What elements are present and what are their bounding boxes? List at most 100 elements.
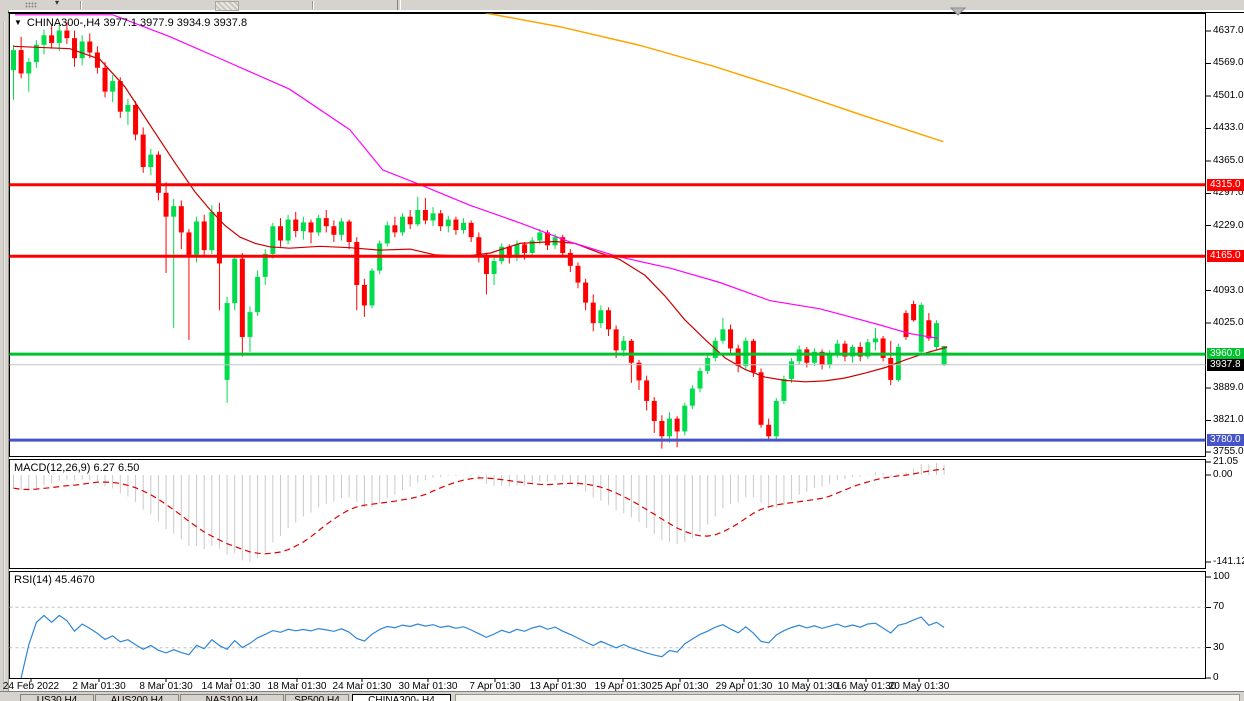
rsi-axis-label: 30 xyxy=(1213,641,1225,653)
candle-body xyxy=(895,346,901,380)
chart-tab-US30,H4[interactable]: US30,H4 xyxy=(20,694,94,701)
candle-body xyxy=(232,258,238,304)
candle-body xyxy=(667,418,673,437)
candle-body xyxy=(117,81,123,112)
rsi-panel[interactable] xyxy=(9,571,1206,679)
window-divider xyxy=(397,0,401,10)
date-label: 14 Mar 01:30 xyxy=(201,681,261,692)
chart-tab-AUS200,H4[interactable]: AUS200,H4 xyxy=(95,694,179,701)
quote-ohlc-label: 3977.1 3977.9 3934.9 3937.8 xyxy=(103,17,248,29)
price-tick-label: 4229.0 xyxy=(1213,219,1244,231)
candle-body xyxy=(651,400,657,421)
dropdown-arrow-icon[interactable]: ▾ xyxy=(55,0,60,7)
candle-body xyxy=(903,313,909,337)
candle-body xyxy=(125,104,131,112)
macd-indicator-label: MACD(12,26,9) 6.27 6.50 xyxy=(14,462,140,474)
candle-body xyxy=(11,50,16,71)
price-tick-label: 4433.0 xyxy=(1213,122,1244,134)
candle-body xyxy=(239,258,245,337)
candle-body xyxy=(79,41,85,59)
rsi-axis-label: 100 xyxy=(1213,571,1230,582)
date-label: 7 Apr 01:30 xyxy=(469,681,521,692)
candle-body xyxy=(293,219,299,231)
candle-body xyxy=(933,323,939,347)
chart-tab-CHINA300-,H4[interactable]: CHINA300-,H4 xyxy=(352,694,451,701)
candle-body xyxy=(323,218,329,227)
chart-tab-NAS100,H4[interactable]: NAS100,H4 xyxy=(180,694,284,701)
candle-body xyxy=(308,222,314,233)
candle-body xyxy=(476,237,482,255)
main-chart-panel[interactable] xyxy=(9,13,1206,457)
candle-body xyxy=(926,320,932,339)
candle-body xyxy=(781,378,787,401)
candle-body xyxy=(636,362,642,381)
candle-body xyxy=(804,349,810,363)
candle-body xyxy=(857,346,863,357)
candle-body xyxy=(644,380,650,401)
candle-body xyxy=(18,50,24,74)
date-label: 2 Mar 01:30 xyxy=(72,681,126,692)
candle-body xyxy=(346,221,352,242)
price-tick-label: 4637.0 xyxy=(1213,25,1244,36)
chart-tab-SP500,H4[interactable]: SP500,H4 xyxy=(285,694,349,701)
candle-body xyxy=(605,310,611,330)
candle-body xyxy=(544,232,550,246)
price-tick-label: 3821.0 xyxy=(1213,414,1244,426)
date-label: 24 Mar 01:30 xyxy=(332,681,392,692)
candle-body xyxy=(872,338,878,343)
candle-body xyxy=(758,372,764,425)
candle-body xyxy=(628,340,634,363)
chart-shift-triangle-icon[interactable] xyxy=(949,7,967,16)
date-label: 25 Apr 01:30 xyxy=(651,681,709,692)
candle-body xyxy=(209,211,215,251)
candle-body xyxy=(262,253,268,277)
ma-fast-line xyxy=(13,45,948,383)
candle-body xyxy=(26,62,32,74)
macd-panel[interactable] xyxy=(9,459,1206,569)
pattern-box-icon[interactable] xyxy=(215,1,239,11)
date-label: 10 May 01:30 xyxy=(777,681,839,692)
candle-body xyxy=(87,41,93,53)
candle-body xyxy=(918,304,924,352)
candle-body xyxy=(384,225,390,244)
candle-body xyxy=(430,213,436,221)
candle-body xyxy=(789,361,795,379)
price-tick-label: 3889.0 xyxy=(1213,382,1244,394)
price-tick-label: 3755.0 xyxy=(1213,446,1244,457)
candle-body xyxy=(415,209,421,225)
price-badge-3780.0: 3780.0 xyxy=(1207,434,1244,447)
candle-body xyxy=(148,154,154,168)
candle-body xyxy=(194,221,200,255)
candle-body xyxy=(461,222,467,231)
candle-body xyxy=(621,340,627,351)
macd-signal-line xyxy=(13,468,945,555)
candle-body xyxy=(522,244,528,253)
macd-axis-label: 21.05 xyxy=(1213,456,1239,467)
rsi-line xyxy=(20,614,945,679)
candle-body xyxy=(201,221,207,251)
candle-body xyxy=(483,254,489,274)
date-label: 16 May 01:30 xyxy=(835,681,897,692)
candle-body xyxy=(407,216,413,225)
candle-body xyxy=(682,405,688,432)
candle-body xyxy=(110,81,116,92)
candle-body xyxy=(674,418,680,432)
candle-body xyxy=(842,343,848,357)
candle-body xyxy=(499,246,505,262)
date-label: 29 Apr 01:30 xyxy=(715,681,773,692)
drag-grip-icon[interactable] xyxy=(25,2,37,8)
collapse-triangle-icon[interactable]: ▼ xyxy=(14,18,22,27)
date-label: 30 Mar 01:30 xyxy=(398,681,458,692)
candle-body xyxy=(41,35,47,45)
candle-body xyxy=(422,209,428,221)
current-price-badge: 3937.8 xyxy=(1207,358,1244,371)
candle-body xyxy=(865,342,871,357)
candle-body xyxy=(880,338,886,358)
candle-body xyxy=(369,270,375,306)
candle-body xyxy=(171,206,177,217)
candle-body xyxy=(285,219,291,241)
candle-body xyxy=(529,240,535,253)
candle-body xyxy=(850,346,856,357)
candle-body xyxy=(49,35,55,43)
